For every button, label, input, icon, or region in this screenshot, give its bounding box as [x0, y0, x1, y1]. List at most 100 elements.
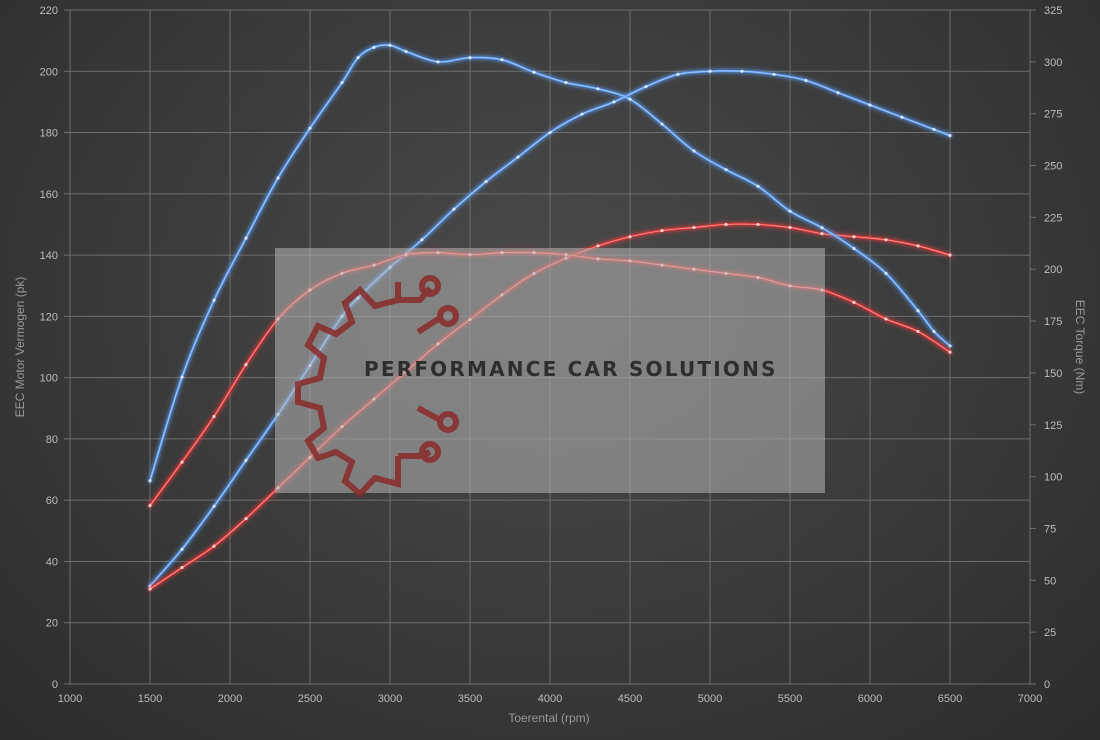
data-point — [452, 207, 456, 211]
right-y-tick-label: 25 — [1044, 627, 1056, 639]
data-point — [484, 179, 488, 184]
data-point — [852, 235, 856, 239]
data-point — [820, 226, 824, 230]
data-point — [548, 130, 552, 135]
data-point — [388, 43, 392, 47]
right-y-tick-label: 325 — [1044, 5, 1062, 17]
data-point — [868, 103, 872, 107]
x-tick-label: 3500 — [458, 693, 482, 705]
x-tick-label: 4000 — [538, 693, 562, 705]
data-point — [148, 587, 152, 591]
x-tick-label: 5000 — [698, 693, 722, 705]
x-tick-label: 2000 — [218, 693, 242, 705]
data-point — [404, 49, 408, 54]
left-y-tick-label: 0 — [52, 679, 58, 691]
data-point — [948, 344, 952, 348]
data-point — [948, 134, 952, 138]
data-point — [372, 45, 376, 49]
data-point — [884, 238, 888, 242]
data-point — [644, 84, 648, 89]
data-point — [500, 58, 504, 62]
x-tick-label: 6500 — [938, 693, 962, 705]
left-y-tick-label: 20 — [46, 618, 58, 630]
data-point — [852, 246, 856, 251]
right-y-tick-label: 200 — [1044, 264, 1062, 276]
left-y-tick-label: 60 — [46, 495, 58, 507]
data-point — [180, 460, 184, 464]
x-tick-label: 1500 — [138, 693, 162, 705]
data-point — [628, 97, 632, 101]
watermark-text: PERFORMANCE CAR SOLUTIONS — [364, 357, 778, 381]
left-y-tick-label: 220 — [40, 5, 58, 17]
data-point — [180, 547, 184, 551]
data-point — [884, 271, 888, 275]
left-y-tick-labels: 0 20 40 60 80 100 120 140 160 180 200 220 — [40, 5, 58, 691]
data-point — [420, 238, 424, 242]
left-y-axis-label: EEC Motor Vermogen (pk) — [13, 277, 27, 418]
x-tick-labels: 1000 1500 2000 2500 3000 3500 4000 4500 5000 5500… — [58, 693, 1042, 705]
data-point — [212, 298, 216, 302]
data-point — [516, 155, 520, 159]
x-tick-label: 7000 — [1018, 693, 1042, 705]
left-y-tick-label: 200 — [40, 66, 58, 78]
data-point — [916, 329, 920, 334]
data-point — [724, 168, 728, 172]
data-point — [948, 253, 952, 257]
left-y-tick-label: 100 — [40, 373, 58, 385]
right-y-tick-labels: 0 25 50 75 100 125 150 175 200 225 250 275 300 325 — [1044, 5, 1062, 691]
data-point — [180, 375, 184, 379]
data-point — [820, 232, 824, 236]
data-point — [212, 544, 216, 548]
right-y-tick-label: 175 — [1044, 316, 1062, 328]
x-tick-label: 6000 — [858, 693, 882, 705]
right-y-tick-label: 50 — [1044, 575, 1056, 587]
data-point — [724, 222, 728, 227]
right-y-tick-label: 150 — [1044, 368, 1062, 380]
data-point — [660, 228, 664, 233]
right-y-tick-label: 0 — [1044, 679, 1050, 691]
data-point — [788, 225, 792, 230]
data-point — [916, 244, 920, 248]
left-y-tick-label: 40 — [46, 556, 58, 568]
right-y-axis-label: EEC Torque (Nm) — [1073, 300, 1087, 394]
data-point — [708, 69, 712, 73]
right-y-tick-label: 75 — [1044, 523, 1056, 535]
watermark-panel — [275, 248, 825, 493]
data-point — [676, 72, 680, 76]
data-point — [276, 176, 280, 180]
data-point — [756, 184, 760, 188]
right-y-tick-label: 100 — [1044, 472, 1062, 484]
watermark: PERFORMANCE CAR SOLUTIONS — [275, 248, 825, 499]
data-point — [468, 56, 472, 60]
data-point — [340, 80, 344, 85]
data-point — [788, 209, 792, 213]
data-point — [596, 87, 600, 91]
data-point — [244, 236, 248, 240]
right-y-tick-label: 275 — [1044, 109, 1062, 121]
left-y-tick-label: 180 — [40, 128, 58, 140]
x-tick-label: 4500 — [618, 693, 642, 705]
data-point — [596, 244, 600, 248]
x-tick-label: 1000 — [58, 693, 82, 705]
x-axis-label: Toerental (rpm) — [508, 711, 589, 725]
data-point — [948, 350, 952, 354]
data-point — [212, 504, 216, 508]
data-point — [580, 112, 584, 116]
data-point — [836, 91, 840, 95]
data-point — [900, 115, 904, 119]
right-y-tick-label: 225 — [1044, 212, 1062, 224]
data-point — [740, 69, 744, 73]
gear-circuit-logo-icon — [295, 275, 459, 499]
x-tick-label: 5500 — [778, 693, 802, 705]
right-y-tick-label: 300 — [1044, 57, 1062, 69]
data-point — [692, 225, 696, 230]
data-point — [356, 56, 360, 60]
left-y-tick-label: 80 — [46, 434, 58, 446]
left-y-tick-label: 160 — [40, 189, 58, 201]
data-point — [932, 127, 936, 132]
left-y-tick-label: 120 — [40, 311, 58, 323]
data-point — [804, 78, 808, 83]
data-point — [244, 458, 248, 462]
data-point — [916, 309, 920, 313]
